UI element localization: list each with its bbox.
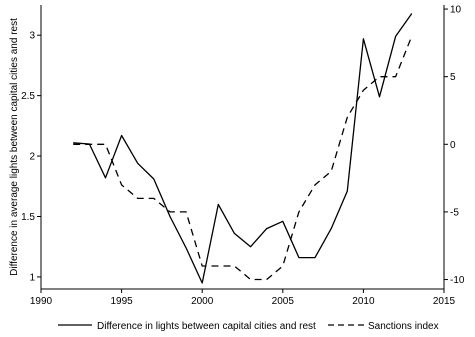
x-tick-label: 2000 <box>191 296 214 307</box>
chart-legend: Difference in lights between capital cit… <box>58 321 439 332</box>
y2-tick-label: -5 <box>450 207 459 218</box>
chart-ticks: 1990 1995 2000 2005 2010 2015 1 1.5 2 2.5 3 10 5 0 -5 -… <box>21 5 465 307</box>
chart-axes <box>40 5 445 290</box>
chart-series <box>73 13 413 284</box>
y-tick-label: 2 <box>29 152 35 163</box>
y-tick-label: 3 <box>29 31 35 42</box>
x-tick-label: 2005 <box>272 296 295 307</box>
legend-label-sanctions: Sanctions index <box>368 321 439 332</box>
x-tick-label: 2015 <box>433 296 456 307</box>
sanctions-index-line <box>73 35 413 281</box>
x-tick-label: 1995 <box>110 296 133 307</box>
y-tick-label: 1.5 <box>21 212 35 223</box>
x-tick-label: 2010 <box>352 296 375 307</box>
y2-tick-label: 5 <box>450 72 456 83</box>
legend-label-lights: Difference in lights between capital cit… <box>97 321 316 332</box>
lights-difference-line <box>73 13 413 284</box>
y-tick-label: 2.5 <box>21 91 35 102</box>
y-axis-title: Difference in average lights between cap… <box>9 18 20 276</box>
y2-tick-label: 10 <box>450 5 462 16</box>
y2-tick-label: 0 <box>450 140 456 151</box>
x-tick-label: 1990 <box>30 296 53 307</box>
y2-tick-label: -10 <box>450 275 465 286</box>
y-tick-label: 1 <box>29 272 35 283</box>
